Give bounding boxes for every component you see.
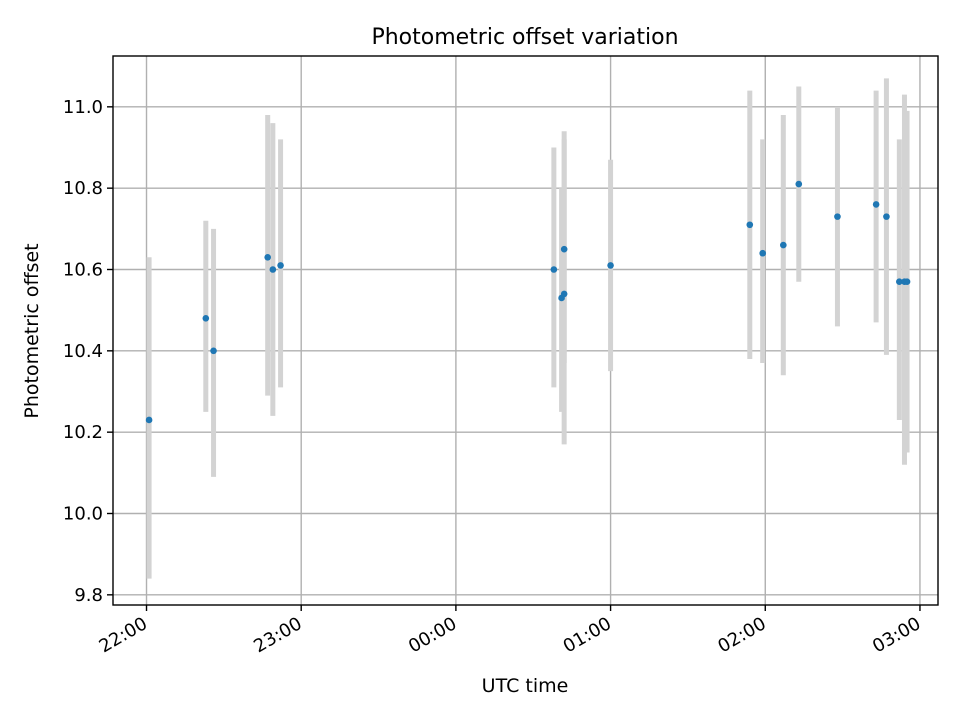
x-tick-label: 03:00	[869, 613, 924, 657]
data-point	[746, 221, 754, 229]
y-tick-label: 9.8	[74, 585, 103, 606]
x-tick-label: 01:00	[560, 613, 615, 657]
y-tick-label: 11.0	[63, 97, 103, 118]
data-point	[277, 262, 284, 269]
y-tick-label: 10.6	[63, 260, 103, 281]
plot-area-frame	[112, 55, 939, 606]
y-tick-label: 10.0	[63, 504, 103, 525]
data-point	[264, 253, 271, 261]
x-tick-label: 02:00	[714, 613, 769, 657]
chart-title: Photometric offset variation	[371, 25, 678, 50]
data-point	[202, 315, 210, 322]
data-point	[560, 290, 568, 298]
data-point	[872, 201, 880, 208]
data-point	[780, 241, 787, 249]
data-point	[550, 266, 558, 273]
data-point	[896, 278, 903, 286]
data-points	[145, 180, 911, 424]
grid-lines	[113, 56, 938, 605]
data-point	[145, 416, 153, 424]
data-point	[560, 245, 568, 253]
error-bars	[146, 78, 910, 579]
data-point	[210, 347, 217, 355]
data-point	[759, 249, 766, 257]
y-tick-label: 10.4	[63, 341, 103, 362]
x-axis-label: UTC time	[482, 675, 569, 697]
x-axis-ticks: 22:00 23:00 00:00 01:00 02:00 03:00	[96, 605, 924, 657]
y-axis-label: Photometric offset	[21, 243, 43, 418]
x-tick-label: 22:00	[96, 613, 151, 657]
data-point	[269, 266, 277, 273]
x-tick-label: 00:00	[405, 613, 460, 657]
data-point	[607, 262, 614, 269]
y-axis-ticks: 9.8 10.0 10.2 10.4 10.6 10.8 11.0	[63, 97, 113, 606]
data-point	[903, 278, 911, 286]
y-tick-label: 10.8	[63, 178, 103, 199]
x-tick-label: 23:00	[250, 613, 305, 657]
data-point	[834, 213, 841, 220]
data-point	[795, 180, 803, 188]
data-point	[883, 213, 890, 220]
y-tick-label: 10.2	[63, 422, 103, 443]
